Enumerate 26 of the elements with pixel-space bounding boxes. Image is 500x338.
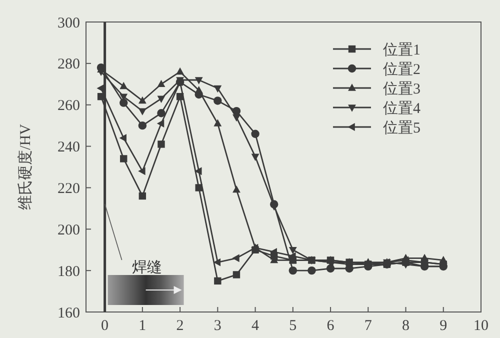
ref-line-label: 焊缝 [132, 259, 162, 276]
x-tick-label: 9 [440, 318, 448, 334]
legend-label: 位置5 [383, 119, 420, 136]
y-tick-label: 220 [58, 180, 80, 197]
x-tick-label: 10 [474, 318, 488, 334]
x-tick-label: 3 [214, 318, 222, 334]
y-tick-label: 160 [58, 305, 80, 322]
x-tick-label: 1 [138, 318, 146, 334]
x-tick-label: 6 [326, 318, 335, 334]
x-tick-label: 0 [101, 318, 109, 334]
legend-label: 位置1 [383, 41, 420, 58]
x-tick-label: 5 [289, 318, 297, 334]
legend-label: 位置4 [383, 100, 421, 117]
y-tick-label: 180 [58, 264, 80, 280]
y-tick-label: 280 [58, 56, 80, 73]
legend-label: 位置3 [383, 80, 420, 98]
x-tick-label: 2 [176, 318, 184, 334]
legend-label: 位置2 [383, 60, 420, 78]
x-tick-label: 4 [252, 318, 260, 334]
x-tick-label: 8 [402, 318, 410, 334]
x-tick-label: 7 [364, 318, 372, 334]
y-tick-label: 260 [58, 98, 80, 114]
y-tick-label: 200 [58, 222, 80, 238]
y-tick-label: 240 [58, 140, 80, 156]
y-tick-label: 300 [58, 15, 80, 32]
y-axis-title: 维氏硬度/HV [17, 124, 34, 210]
